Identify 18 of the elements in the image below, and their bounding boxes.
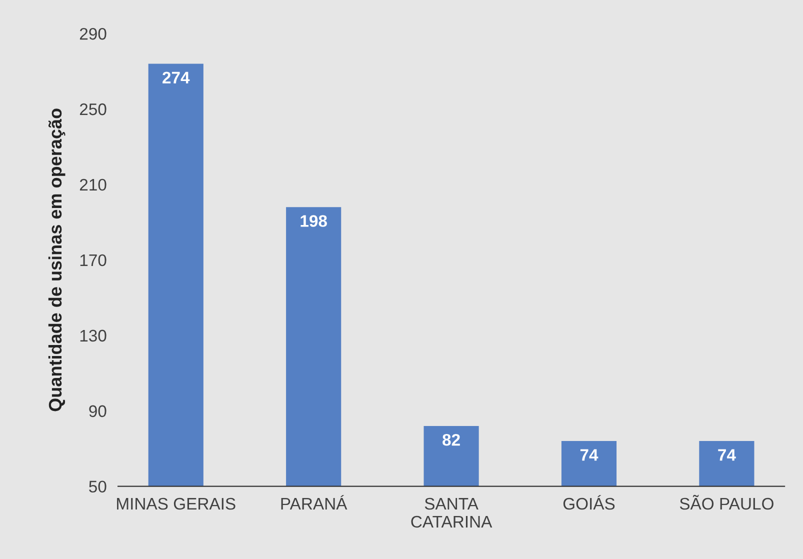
x-tick-label: SANTA CATARINA	[411, 498, 492, 528]
data-label: 82	[442, 434, 460, 446]
data-label: 74	[580, 449, 598, 461]
x-tick-label: MINAS GERAIS	[117, 498, 236, 510]
y-tick-label: 130	[80, 330, 106, 342]
y-tick-label: 250	[80, 103, 106, 116]
data-label: 74	[718, 449, 736, 461]
data-label: 198	[300, 215, 327, 227]
y-tick-label: 50	[89, 480, 106, 493]
y-tick-label: 290	[80, 28, 106, 40]
y-axis-title: Quantidade de usinas em operação	[48, 108, 66, 412]
y-tick-label: 210	[80, 178, 106, 191]
y-tick-label: 170	[80, 254, 106, 266]
x-tick-label: SÃO PAULO	[680, 494, 774, 510]
y-tick-label: 90	[89, 405, 106, 418]
data-label: 274	[162, 72, 190, 84]
x-tick-label: PARANÁ	[281, 495, 348, 510]
x-tick-label: GOIÁS	[563, 495, 615, 510]
